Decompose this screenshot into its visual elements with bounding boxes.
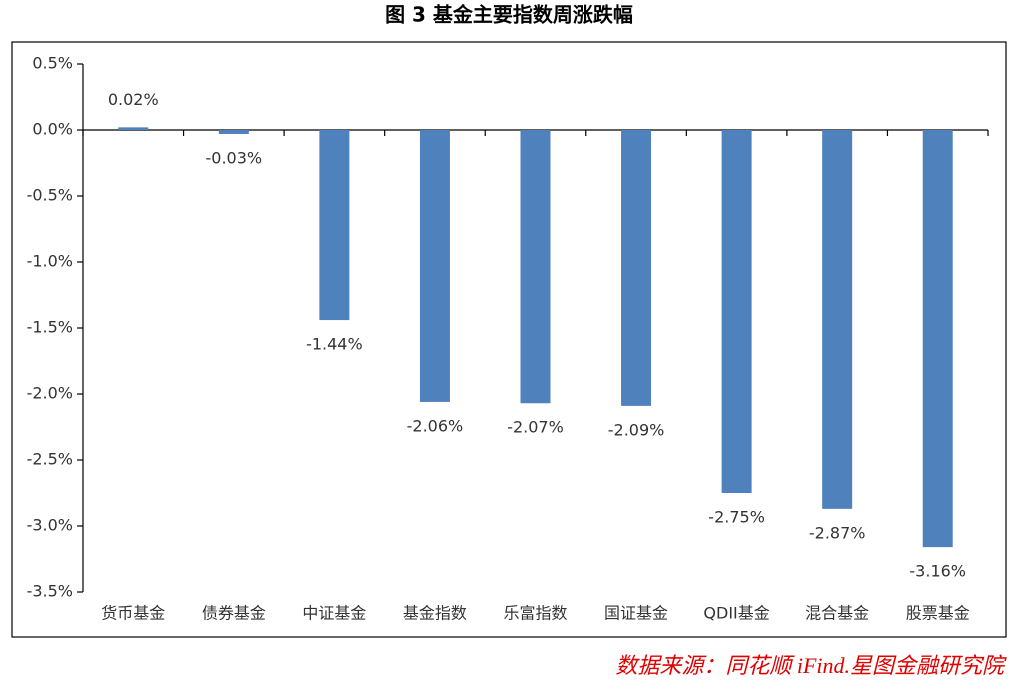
x-tick-label: 股票基金 <box>906 604 970 623</box>
bar <box>922 130 953 548</box>
value-label: 0.02% <box>108 90 159 109</box>
x-tick-label: 乐富指数 <box>503 604 567 623</box>
y-tick-label: -2.0% <box>27 384 73 403</box>
value-label: -3.16% <box>909 562 966 581</box>
y-tick-label: 0.5% <box>32 54 73 73</box>
bar <box>721 130 752 493</box>
x-tick-label: 混合基金 <box>805 604 869 623</box>
value-label: -2.87% <box>809 523 866 542</box>
x-tick-label: 债券基金 <box>202 604 266 623</box>
bar <box>520 130 551 404</box>
bar <box>822 130 853 509</box>
y-tick-label: -1.5% <box>27 318 73 337</box>
y-tick-label: -0.5% <box>27 186 73 205</box>
chart-frame <box>11 41 1007 638</box>
bar <box>319 130 350 321</box>
x-tick-label: 货币基金 <box>101 604 165 623</box>
bar <box>118 127 149 130</box>
value-label: -2.09% <box>608 420 665 439</box>
source-note: 数据来源：同花顺 iFind.星图金融研究院 <box>615 653 1007 678</box>
bar <box>218 130 249 134</box>
value-label: -2.06% <box>407 416 464 435</box>
x-tick-label: 基金指数 <box>403 604 467 623</box>
chart-title: 图 3 基金主要指数周涨跌幅 <box>385 3 633 27</box>
y-tick-label: -3.5% <box>27 582 73 601</box>
y-tick-label: -3.0% <box>27 516 73 535</box>
value-label: -2.07% <box>507 418 564 437</box>
x-tick-label: QDII基金 <box>703 604 769 623</box>
x-tick-label: 国证基金 <box>604 604 668 623</box>
bar <box>621 130 652 406</box>
bar <box>419 130 450 402</box>
value-label: -2.75% <box>708 508 765 527</box>
x-tick-label: 中证基金 <box>302 604 366 623</box>
y-tick-label: 0.0% <box>32 120 73 139</box>
y-tick-label: -1.0% <box>27 252 73 271</box>
value-label: -1.44% <box>306 335 363 354</box>
value-label: -0.03% <box>206 148 263 167</box>
y-tick-label: -2.5% <box>27 450 73 469</box>
